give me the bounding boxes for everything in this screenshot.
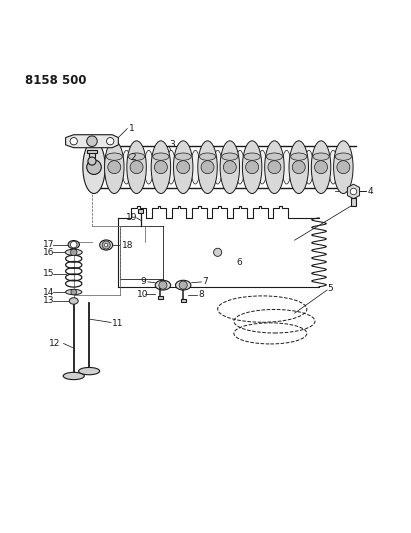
Circle shape [71,249,77,255]
Circle shape [102,241,110,249]
Ellipse shape [313,153,329,160]
Ellipse shape [213,150,222,184]
Ellipse shape [129,153,145,160]
Circle shape [268,160,281,174]
Ellipse shape [242,141,262,193]
Circle shape [155,160,167,174]
Text: 19: 19 [126,213,137,222]
Ellipse shape [144,150,153,184]
Text: 3: 3 [169,140,175,149]
Circle shape [177,160,190,174]
Ellipse shape [236,150,245,184]
Circle shape [201,160,214,174]
Circle shape [71,289,76,295]
Text: 12: 12 [49,339,61,348]
Ellipse shape [305,150,313,184]
Polygon shape [66,135,118,148]
Text: 4: 4 [368,187,373,196]
Circle shape [292,160,305,174]
Ellipse shape [79,367,100,375]
Circle shape [88,157,96,165]
Text: 2: 2 [131,154,136,163]
Ellipse shape [175,153,191,160]
Circle shape [246,160,259,174]
Ellipse shape [127,141,146,193]
Polygon shape [347,184,360,199]
Circle shape [108,160,121,174]
Ellipse shape [289,141,309,193]
Ellipse shape [83,141,105,193]
Ellipse shape [220,141,240,193]
Ellipse shape [155,280,171,290]
Ellipse shape [244,153,260,160]
Bar [89,152,95,159]
Bar [158,296,162,299]
Ellipse shape [63,373,84,379]
Circle shape [337,160,350,174]
Text: 8158 500: 8158 500 [25,74,87,87]
Ellipse shape [265,141,284,193]
Ellipse shape [175,280,191,290]
Circle shape [70,138,77,145]
Text: 5: 5 [327,284,333,293]
Ellipse shape [65,249,82,255]
Text: 8: 8 [199,290,204,300]
Ellipse shape [266,153,282,160]
Ellipse shape [173,141,193,193]
Ellipse shape [104,141,124,193]
Text: 7: 7 [203,277,208,286]
Circle shape [314,160,328,174]
Ellipse shape [222,153,238,160]
Circle shape [104,244,108,247]
Circle shape [179,281,187,289]
Ellipse shape [191,150,200,184]
Ellipse shape [258,150,267,184]
Circle shape [71,241,77,248]
Circle shape [130,160,143,174]
Circle shape [223,160,236,174]
Text: 14: 14 [43,287,55,296]
Ellipse shape [199,153,216,160]
Ellipse shape [166,150,175,184]
Bar [138,209,143,213]
Text: 15: 15 [43,269,55,278]
Text: 13: 13 [43,296,55,305]
Text: 18: 18 [122,240,133,249]
Circle shape [87,160,101,174]
Circle shape [87,136,97,147]
Bar [181,298,186,302]
Bar [87,150,97,153]
Circle shape [350,188,357,195]
Ellipse shape [68,240,79,249]
Circle shape [214,248,222,256]
Text: 16: 16 [43,248,55,257]
Text: 1: 1 [129,124,134,133]
Circle shape [106,138,114,145]
Circle shape [159,281,167,289]
Bar [351,198,356,206]
Text: 9: 9 [141,277,146,286]
Ellipse shape [335,153,351,160]
Ellipse shape [106,153,122,160]
Ellipse shape [311,141,331,193]
Ellipse shape [153,153,169,160]
Ellipse shape [151,141,171,193]
Ellipse shape [69,298,78,304]
Text: 11: 11 [112,319,124,328]
Text: 17: 17 [43,240,55,249]
Ellipse shape [122,150,131,184]
Text: 10: 10 [136,289,148,298]
Ellipse shape [66,289,82,295]
Ellipse shape [329,150,338,184]
Text: 6: 6 [236,258,242,267]
Ellipse shape [198,141,217,193]
Ellipse shape [291,153,307,160]
Ellipse shape [334,141,353,193]
Ellipse shape [282,150,291,184]
Ellipse shape [100,240,113,250]
